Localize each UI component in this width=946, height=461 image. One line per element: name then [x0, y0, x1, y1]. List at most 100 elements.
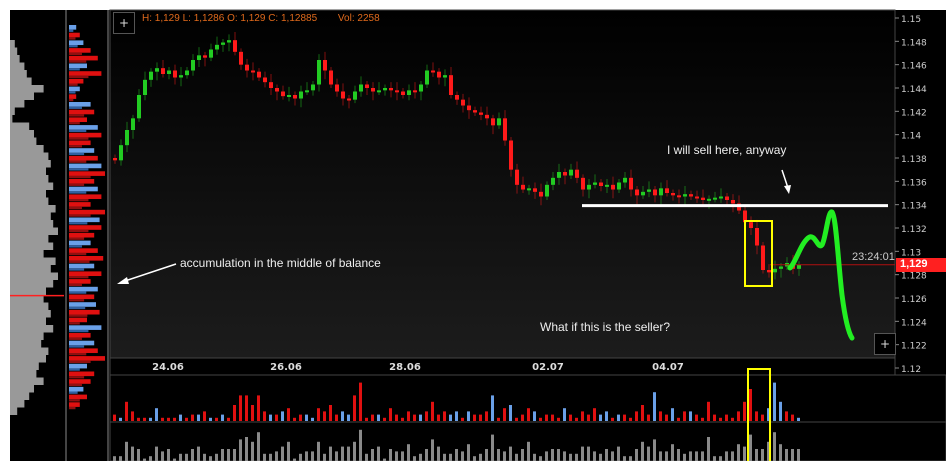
lower-volume-bar — [389, 449, 392, 461]
zoom-button[interactable]: + — [874, 333, 896, 355]
y-tick-label: 1.144 — [901, 85, 927, 95]
candle — [545, 184, 549, 197]
volume-bar — [707, 401, 710, 421]
delta-bar — [69, 91, 76, 94]
candle — [497, 118, 501, 126]
lower-volume-bar — [479, 453, 482, 461]
candle — [305, 90, 309, 93]
x-tick-label: 26.06 — [270, 362, 302, 373]
volume-bar — [617, 414, 620, 421]
delta-bar — [69, 25, 77, 30]
y-tick-label: 1.124 — [901, 318, 927, 328]
delta-bar — [69, 376, 85, 379]
candle — [503, 118, 507, 141]
volume-bar — [689, 411, 692, 421]
lower-volume-bar — [275, 451, 278, 461]
lower-volume-bar — [263, 453, 266, 461]
candle — [377, 90, 381, 93]
volume-profile — [10, 40, 64, 415]
delta-bar — [69, 183, 85, 186]
lower-volume-bar — [233, 449, 236, 461]
candle — [659, 188, 663, 196]
candle — [629, 177, 633, 190]
candle — [611, 184, 615, 190]
candle — [581, 177, 585, 190]
delta-bar — [69, 402, 80, 407]
candle — [293, 95, 297, 99]
volume-bar — [407, 411, 410, 421]
volume-bar — [653, 392, 656, 421]
lower-volume-bar — [383, 458, 386, 461]
volume-bar — [611, 417, 614, 421]
volume-bar — [239, 395, 242, 421]
y-tick-label: 1.138 — [901, 155, 927, 165]
lower-volume-bar — [377, 446, 380, 461]
lower-volume-bar — [191, 449, 194, 461]
delta-bar — [69, 302, 96, 307]
candle — [449, 75, 453, 95]
volume-bar — [533, 411, 536, 421]
lower-volume-bar — [347, 446, 350, 461]
projected-path — [787, 209, 855, 341]
lower-volume-bar — [125, 441, 128, 461]
volume-bar — [785, 411, 788, 421]
volume-bar — [131, 411, 134, 421]
candle — [773, 268, 777, 273]
lower-volume-bar — [665, 451, 668, 461]
delta-bar — [69, 40, 84, 46]
lower-volume-bar — [269, 453, 272, 461]
candle — [395, 90, 399, 93]
lower-volume-bar — [509, 446, 512, 461]
highlight-box-volume — [747, 368, 771, 461]
y-tick-label: 1.148 — [901, 38, 927, 48]
add-indicator-button[interactable]: + — [113, 12, 135, 34]
date-axis — [109, 357, 896, 376]
delta-bar — [69, 225, 102, 230]
candle — [233, 40, 237, 52]
candle — [551, 177, 555, 185]
candle — [215, 44, 219, 50]
delta-bar — [69, 337, 82, 340]
candle — [455, 95, 459, 100]
lower-volume-bar — [719, 456, 722, 461]
lower-volume-bar — [539, 456, 542, 461]
volume-bar — [563, 408, 566, 421]
delta-bar — [69, 45, 78, 48]
volume-bar — [143, 417, 146, 421]
lower-volume-bar — [371, 449, 374, 461]
delta-bar — [69, 248, 98, 253]
candle — [317, 60, 321, 85]
delta-bar — [69, 155, 98, 161]
delta-bar — [69, 306, 86, 310]
lower-volume-bar — [281, 446, 284, 461]
lower-volume-bar — [563, 451, 566, 461]
delta-bar — [69, 363, 87, 369]
lower-volume-bar — [623, 456, 626, 461]
volume-bar — [581, 411, 584, 421]
candle — [743, 210, 747, 223]
volume-bar — [161, 417, 164, 421]
lower-volume-bar — [593, 451, 596, 461]
volume-bar — [335, 414, 338, 421]
candle — [707, 198, 711, 201]
delta-bar — [69, 75, 89, 79]
lower-volume-bar — [443, 453, 446, 461]
lower-volume-bar — [131, 446, 134, 461]
candle — [725, 196, 729, 200]
volume-bar — [269, 414, 272, 421]
lower-volume-bar — [365, 453, 368, 461]
lower-volume-bar — [197, 446, 200, 461]
candle — [365, 84, 369, 88]
candle — [665, 188, 669, 193]
candle — [647, 189, 651, 192]
delta-bar — [69, 55, 98, 61]
volume-bar — [305, 414, 308, 421]
delta-bar — [69, 52, 82, 56]
volume-bar — [353, 395, 356, 421]
volume-bar — [725, 414, 728, 421]
volume-bar — [395, 414, 398, 421]
candle — [731, 200, 735, 204]
lower-volume-bar — [473, 456, 476, 461]
y-tick-label: 1.122 — [901, 342, 927, 352]
